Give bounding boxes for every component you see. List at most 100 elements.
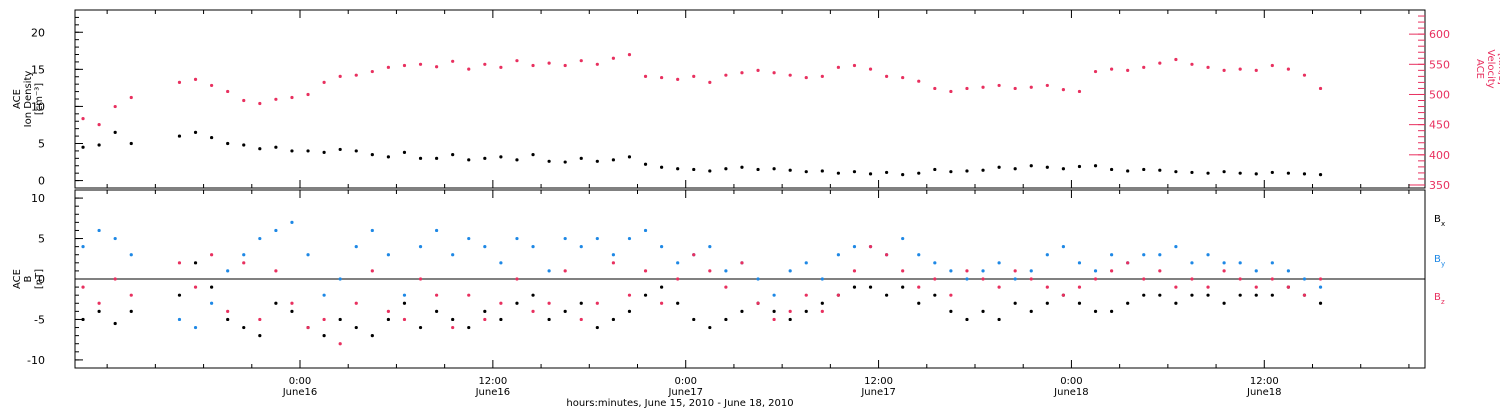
density-point [1174, 170, 1178, 174]
velocity-point [917, 79, 921, 83]
velocity-point [435, 65, 439, 69]
velocity-point [226, 89, 230, 94]
bz-point [435, 293, 439, 297]
bx-point [772, 309, 776, 313]
velocity-point [740, 71, 744, 75]
bz-point [258, 317, 262, 322]
bz-point [1206, 285, 1210, 289]
velocity-point [595, 62, 599, 66]
bx-point [965, 317, 969, 322]
bz-point [1093, 277, 1098, 281]
bx-point [193, 261, 198, 265]
velocity-point [885, 74, 889, 78]
density-point [1270, 170, 1274, 175]
bz-point [981, 277, 985, 281]
legend-bx-subscript: x [1441, 220, 1445, 228]
density-tick-label: 0 [38, 175, 45, 188]
density-point [676, 167, 680, 171]
by-point [804, 261, 808, 265]
legend-bx: B [1434, 214, 1441, 225]
velocity-point [1093, 69, 1098, 74]
bz-point [177, 261, 182, 265]
velocity-point [627, 53, 632, 57]
time-tick-label: 0:00 [1060, 376, 1082, 387]
bx-point [1077, 301, 1082, 305]
bz-point [210, 253, 214, 257]
velocity-point [1254, 68, 1258, 72]
density-point [402, 150, 407, 154]
field-tick-label: -10 [27, 354, 45, 367]
velocity-point [210, 83, 214, 88]
by-point [1110, 253, 1114, 257]
by-point [820, 277, 824, 281]
by-point [852, 245, 857, 249]
velocity-point [836, 65, 840, 69]
density-point [129, 141, 133, 146]
density-point [547, 159, 551, 163]
velocity-point [193, 77, 198, 81]
density-point [210, 135, 214, 140]
bx-point [740, 309, 744, 313]
bx-point [226, 317, 230, 322]
bx-point [917, 301, 921, 305]
by-point [386, 253, 390, 257]
by-point [1286, 269, 1290, 273]
bx-point [274, 301, 278, 305]
by-point [418, 245, 423, 249]
velocity-point [1126, 68, 1130, 72]
bz-point [1254, 285, 1258, 289]
density-point [997, 165, 1001, 169]
velocity-point [804, 75, 808, 80]
bx-point [820, 301, 824, 305]
density-point [1013, 167, 1017, 171]
density-point [836, 171, 840, 175]
by-point [1077, 261, 1082, 265]
by-point [1222, 261, 1226, 265]
bx-point [338, 317, 342, 322]
velocity-point [81, 117, 85, 121]
bz-point [740, 261, 744, 265]
velocity-point [579, 59, 583, 63]
by-point [338, 277, 342, 281]
by-point [242, 253, 246, 257]
velocity-point [177, 80, 182, 85]
velocity-point [563, 63, 567, 68]
bz-point [804, 293, 808, 297]
by-point [435, 228, 439, 233]
by-point [1045, 253, 1049, 257]
bx-point [1206, 293, 1210, 297]
density-point [611, 158, 615, 162]
velocity-point [901, 75, 905, 80]
date-tick-label: June18 [1053, 387, 1089, 398]
velocity-point [660, 75, 664, 80]
velocity-point [852, 63, 857, 68]
bz-point [1286, 285, 1290, 289]
bx-point [1318, 301, 1323, 305]
density-point [563, 160, 567, 164]
by-point [981, 269, 985, 273]
by-point [177, 317, 182, 322]
velocity-point [1206, 65, 1210, 69]
bz-point [1029, 277, 1033, 281]
by-point [274, 228, 278, 233]
bz-point [692, 253, 696, 257]
bx-point [1238, 293, 1242, 297]
by-point [113, 236, 117, 241]
bz-point [660, 301, 664, 305]
velocity-tick-label: 400 [1429, 149, 1450, 162]
legend-by: B [1434, 254, 1441, 265]
bx-point [1270, 293, 1274, 297]
density-point [1206, 171, 1210, 175]
bx-point [933, 293, 937, 297]
density-point [1158, 168, 1162, 172]
velocity-point [724, 73, 728, 77]
by-point [595, 236, 599, 241]
velocity-point [531, 63, 535, 68]
bx-point [290, 309, 294, 313]
velocity-point [708, 80, 712, 85]
velocity-tick-label: 600 [1429, 28, 1450, 41]
by-point [708, 245, 712, 249]
bz-point [1174, 285, 1178, 289]
density-point [290, 149, 294, 153]
bx-point [676, 301, 680, 305]
